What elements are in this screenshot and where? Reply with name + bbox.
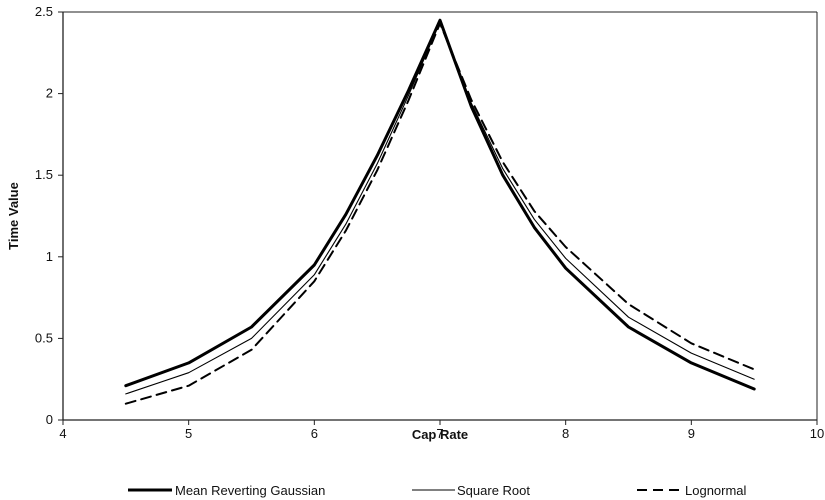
- x-tick-label: 10: [810, 426, 824, 441]
- legend-label-lognormal: Lognormal: [685, 483, 747, 498]
- y-tick-label: 2.5: [35, 4, 53, 19]
- legend-item-square-root: Square Root: [412, 483, 530, 498]
- x-tick-label: 4: [59, 426, 66, 441]
- y-tick-label: 1: [46, 249, 53, 264]
- y-tick-label: 0.5: [35, 330, 53, 345]
- x-axis-ticks: 4 5 6 7 8 9 10: [59, 420, 824, 441]
- series-line-lognormal: [124, 22, 756, 405]
- y-tick-label: 2: [46, 86, 53, 101]
- x-tick-label: 8: [562, 426, 569, 441]
- x-tick-label: 6: [311, 426, 318, 441]
- y-tick-label: 0: [46, 412, 53, 427]
- y-axis-title: Time Value: [6, 182, 21, 250]
- x-tick-label: 9: [688, 426, 695, 441]
- y-tick-label: 1.5: [35, 167, 53, 182]
- legend-item-mean-reverting-gaussian: Mean Reverting Gaussian: [128, 483, 325, 498]
- y-axis-ticks: 0 0.5 1 1.5 2 2.5: [35, 4, 63, 427]
- series-layer: [124, 18, 756, 405]
- legend-label-square-root: Square Root: [457, 483, 530, 498]
- series-line-square-root: [125, 21, 755, 395]
- legend-label-mean-reverting-gaussian: Mean Reverting Gaussian: [175, 483, 325, 498]
- x-tick-label: 5: [185, 426, 192, 441]
- legend-item-lognormal: Lognormal: [637, 483, 747, 498]
- x-tick-label: 7: [436, 426, 443, 441]
- x-axis-title: Cap Rate: [412, 427, 468, 442]
- series-line-mean-reverting-gaussian: [124, 18, 756, 391]
- legend: Mean Reverting Gaussian Square Root Logn…: [128, 483, 747, 498]
